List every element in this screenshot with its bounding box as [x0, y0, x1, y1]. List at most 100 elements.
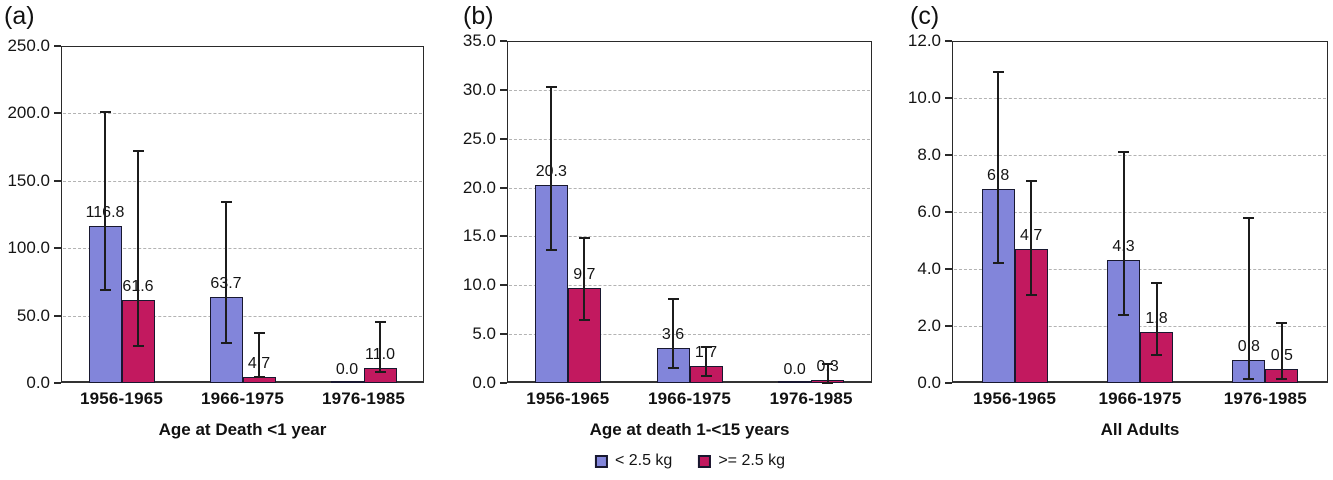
error-bar-cap-top — [374, 321, 386, 324]
legend-label: >= 2.5 kg — [718, 452, 786, 469]
x-category-label: 1956-1965 — [79, 389, 164, 408]
y-tick — [500, 284, 507, 287]
y-tick-label: 250.0 — [7, 36, 50, 55]
y-tick-label: 25.0 — [462, 128, 496, 148]
y-tick-label: 30.0 — [462, 79, 496, 99]
x-category-label: 1966-1975 — [200, 389, 285, 408]
error-bar — [1280, 323, 1283, 379]
error-bar-cap-top — [667, 297, 679, 300]
y-tick-label: 35.0 — [462, 31, 496, 50]
y-tick-label: 10.0 — [907, 88, 941, 107]
y-tick — [945, 97, 952, 99]
error-bar-cap-bottom — [132, 344, 144, 347]
y-tick — [945, 211, 952, 213]
axis-title: Age at death 1-<15 years — [589, 420, 790, 439]
y-tick-label: 15.0 — [462, 226, 496, 246]
y-gridline — [509, 89, 870, 91]
error-bar-cap-top — [992, 71, 1004, 74]
error-bar — [997, 72, 1000, 264]
y-gridline — [509, 334, 870, 336]
error-bar — [550, 86, 553, 251]
y-tick-label: 0.0 — [917, 373, 941, 392]
bar-value-label: 0.0 — [335, 361, 359, 378]
y-gridline — [954, 155, 1326, 156]
error-bar-cap-bottom — [1276, 377, 1288, 380]
y-tick — [54, 314, 61, 317]
x-category-label: 1956-1965 — [973, 389, 1057, 408]
legend-swatch-lt25kg — [594, 454, 608, 468]
y-tick-label: 150.0 — [7, 170, 50, 190]
error-bar — [258, 333, 260, 377]
y-tick — [54, 179, 61, 182]
x-category-label: 1976-1985 — [1223, 389, 1307, 408]
error-bar-cap-top — [1118, 151, 1129, 154]
error-bar-cap-bottom — [667, 367, 679, 370]
error-bar — [379, 322, 381, 373]
error-bar-cap-bottom — [1151, 353, 1162, 356]
y-tick — [54, 112, 61, 115]
bar-value-label: 0.0 — [783, 361, 806, 378]
error-bar-cap-top — [545, 85, 557, 88]
y-tick — [500, 235, 507, 238]
error-bar-cap-bottom — [220, 341, 232, 344]
error-bar-cap-top — [99, 111, 111, 114]
error-bar-cap-bottom — [253, 375, 265, 378]
error-bar-cap-top — [220, 201, 232, 204]
y-tick — [945, 40, 952, 42]
error-bar-cap-bottom — [99, 288, 111, 291]
y-gridline — [63, 113, 422, 115]
error-bar-cap-bottom — [700, 375, 712, 378]
error-bar-cap-top — [132, 150, 144, 153]
y-tick-label: 12.0 — [907, 31, 941, 50]
error-bar — [1122, 152, 1125, 315]
y-gridline — [954, 212, 1326, 213]
x-category-label: 1976-1985 — [321, 389, 406, 408]
y-tick — [945, 268, 952, 270]
error-bar — [1030, 180, 1033, 295]
y-gridline — [63, 315, 422, 317]
y-tick-label: 8.0 — [917, 145, 941, 164]
panel-letter: (b) — [463, 2, 494, 30]
y-tick — [500, 333, 507, 336]
panel-letter: (a) — [4, 2, 35, 30]
y-tick — [945, 154, 952, 156]
error-bar-cap-top — [1243, 216, 1255, 219]
y-tick — [945, 325, 952, 327]
error-bar-cap-top — [700, 345, 712, 348]
y-tick-label: 2.0 — [917, 316, 941, 335]
y-tick-label: 50.0 — [16, 305, 50, 325]
error-bar-cap-top — [1151, 282, 1162, 285]
error-bar — [1155, 283, 1158, 355]
y-gridline — [509, 236, 870, 238]
y-tick — [500, 137, 507, 140]
y-gridline — [509, 187, 870, 189]
error-bar-cap-bottom — [1118, 313, 1129, 316]
error-bar-cap-bottom — [578, 319, 590, 322]
y-tick-label: 200.0 — [7, 103, 50, 123]
y-tick — [500, 382, 507, 384]
legend-item: < 2.5 kg — [594, 452, 672, 470]
y-tick-label: 100.0 — [7, 238, 50, 258]
y-gridline — [509, 138, 870, 140]
y-gridline — [63, 180, 422, 182]
error-bar — [1247, 217, 1250, 379]
y-tick-label: 0.0 — [472, 373, 496, 392]
error-bar-cap-top — [578, 237, 590, 240]
axis-title: Age at Death <1 year — [158, 420, 327, 439]
x-category-label: 1966-1975 — [647, 389, 732, 408]
error-bar-cap-bottom — [374, 371, 386, 374]
x-category-label: 1966-1975 — [1098, 389, 1182, 408]
y-tick-label: 10.0 — [462, 275, 496, 295]
bar-lt25kg-zero — [778, 381, 812, 383]
legend-item: >= 2.5 kg — [698, 452, 785, 470]
y-tick — [54, 247, 61, 250]
error-bar — [826, 364, 829, 383]
y-gridline — [954, 98, 1326, 99]
panel-letter: (c) — [910, 2, 940, 30]
y-tick-label: 4.0 — [917, 259, 941, 278]
x-category-label: 1956-1965 — [526, 389, 610, 408]
error-bar — [705, 346, 707, 377]
y-tick — [500, 88, 507, 91]
x-category-label: 1976-1985 — [769, 389, 853, 408]
error-bar — [104, 112, 106, 290]
